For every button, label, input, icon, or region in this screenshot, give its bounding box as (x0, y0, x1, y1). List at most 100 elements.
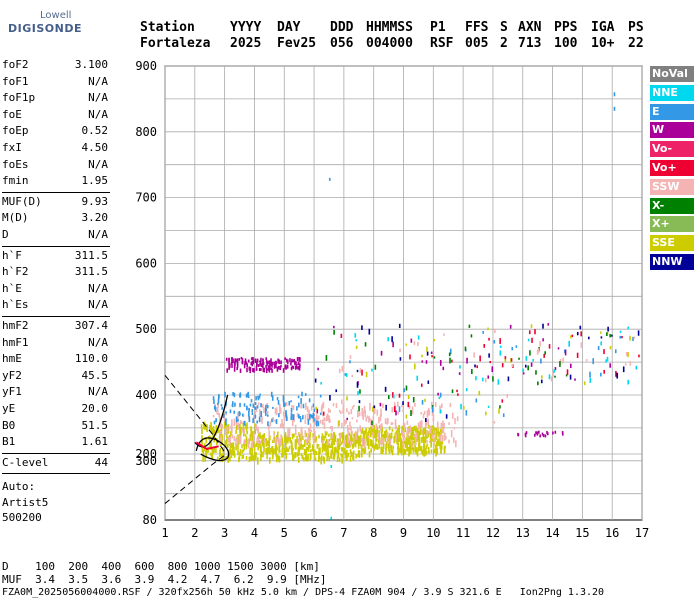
echo-point (290, 413, 293, 418)
echo-point (275, 446, 278, 449)
echo-point (294, 365, 297, 370)
echo-point (315, 414, 318, 422)
echo-point (251, 448, 253, 456)
echo-point (611, 334, 613, 337)
echo-point (470, 334, 473, 338)
echo-point (299, 357, 301, 363)
echo-point (524, 432, 527, 436)
echo-point (278, 413, 280, 418)
echo-point (410, 449, 412, 453)
parameter-name: yF1 (2, 385, 22, 399)
echo-point (442, 420, 444, 427)
echo-point (428, 450, 430, 454)
echo-point (473, 352, 475, 358)
echo-point (361, 369, 363, 376)
echo-point (209, 437, 211, 445)
echo-point (532, 358, 534, 362)
echo-point (298, 414, 300, 419)
echo-point (321, 436, 323, 443)
echo-point (324, 430, 327, 433)
echo-point (369, 418, 371, 421)
echo-point (607, 326, 609, 332)
echo-point (359, 389, 361, 394)
parameter-name: yF2 (2, 368, 22, 382)
echo-point (334, 446, 337, 450)
echo-point (366, 439, 369, 446)
echo-point (252, 367, 254, 373)
echo-point (389, 433, 391, 439)
echo-point (547, 432, 549, 436)
echo-point (385, 448, 387, 455)
echo-point (619, 330, 622, 333)
echo-point (219, 416, 221, 422)
echo-point (231, 364, 233, 368)
echo-point (290, 407, 293, 413)
echo-point (358, 400, 361, 404)
echo-point (363, 438, 365, 444)
echo-point (281, 419, 283, 426)
parameter-value: 0.52 (81, 124, 109, 138)
echo-point (347, 452, 350, 457)
echo-point (275, 419, 278, 425)
autoscaling-line: Auto: (2, 480, 36, 494)
echo-point (239, 436, 242, 445)
echo-point (212, 396, 215, 401)
echo-point (223, 421, 226, 428)
echo-point (297, 438, 300, 446)
echo-point (259, 410, 262, 414)
echo-point (248, 416, 251, 423)
echo-point (566, 369, 569, 376)
header-value: RSF (430, 36, 454, 51)
echo-point (465, 410, 468, 416)
echo-point (323, 457, 325, 464)
echo-point (382, 443, 385, 449)
echo-point (408, 450, 410, 456)
echo-point (330, 465, 333, 468)
parameter-row: yF2 45.5 (2, 369, 108, 385)
echo-point (421, 436, 423, 443)
echo-point (328, 433, 330, 437)
echo-point (225, 455, 227, 460)
echo-point (214, 406, 217, 412)
header-values: Fortaleza 2025 Fev25 056 004000 RSF 005 2 713 100… (140, 36, 660, 52)
echo-point (338, 368, 341, 374)
echo-point (331, 433, 333, 439)
echo-point (236, 361, 239, 364)
echo-point (352, 435, 355, 444)
echo-point (425, 445, 428, 450)
echo-point (253, 441, 255, 448)
echo-point (302, 444, 304, 450)
echo-point (384, 418, 387, 425)
echo-point (358, 405, 360, 412)
echo-point (455, 440, 457, 448)
echo-point (378, 424, 381, 429)
y-tick-label: 300 (135, 454, 157, 468)
legend-item: Vo+ (650, 160, 694, 176)
echo-point (345, 442, 348, 448)
echo-point (403, 440, 406, 445)
echo-point (338, 409, 341, 413)
echo-point (326, 455, 328, 461)
y-tick-label: 500 (135, 322, 157, 336)
echo-point (609, 333, 611, 338)
echo-point (247, 438, 250, 442)
echo-point (426, 351, 429, 356)
echo-point (350, 451, 353, 457)
echo-point (419, 447, 421, 451)
echo-point (297, 361, 300, 364)
echo-point (404, 449, 407, 455)
echo-point (442, 428, 445, 434)
echo-point (380, 350, 383, 356)
header-label: PPS (554, 20, 578, 35)
echo-point (284, 432, 287, 439)
echo-point (262, 403, 264, 408)
echo-point (210, 424, 213, 429)
echo-point (225, 411, 227, 414)
echo-point (238, 456, 240, 463)
echo-point (355, 453, 357, 459)
echo-point (341, 399, 343, 405)
echo-point (530, 324, 533, 328)
echo-point (344, 439, 347, 444)
echo-point (407, 394, 410, 400)
echo-point (275, 436, 277, 445)
